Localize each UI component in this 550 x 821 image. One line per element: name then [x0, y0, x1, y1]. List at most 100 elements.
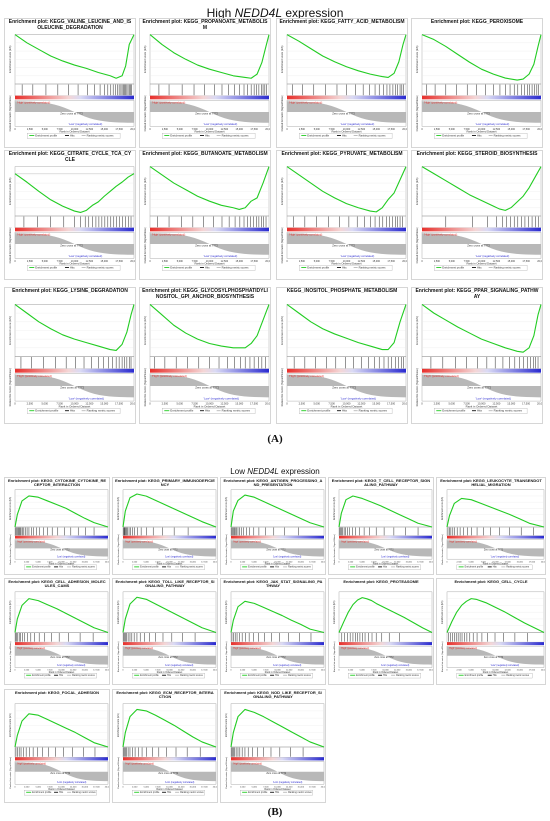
gsea-panel: Enrichment plot: KEGG_PPAR_SIGNALING_PAT…	[411, 287, 543, 424]
legend-profile-label: Enrichment profile	[35, 133, 57, 137]
metric-axis-label: Ranked list metric (Signal2Noise)	[441, 534, 444, 565]
x-tick-label: 20,000	[130, 402, 136, 406]
metric-axis-label: Ranked list metric (Signal2Noise)	[143, 368, 147, 406]
gsea-panel: Enrichment plot: KEGG_LYSINE_DEGRADATION…	[4, 287, 136, 424]
hits-frame	[446, 632, 545, 643]
x-tick-label: 7,500	[481, 670, 487, 672]
ranking-metric-area	[150, 374, 269, 398]
x-tick-label: 15,000	[236, 260, 244, 263]
x-tick-label: 20,000	[402, 402, 408, 406]
rank-gradient-band	[150, 95, 269, 100]
enrichment-plot-svg: 'High' (positively correlated) Zero cross…	[9, 703, 109, 796]
x-axis-label: Rank in Ordered Dataset	[59, 262, 89, 266]
legend-metric-label: Ranking metric scores	[396, 674, 420, 677]
x-tick-label: 2,500	[299, 402, 306, 406]
x-tick-label: 17,500	[309, 561, 316, 563]
enrichment-profile-line	[122, 596, 217, 634]
ranking-metric-area	[231, 762, 324, 782]
enrichment-profile-line	[421, 166, 542, 211]
x-axis-label: Rank in Ordered Dataset	[156, 788, 183, 791]
x-axis-label: Rank in Ordered Dataset	[48, 788, 75, 791]
x-axis-label: Rank in Ordered Dataset	[265, 671, 291, 674]
positive-correlation-label: 'High' (positively correlated)	[449, 647, 477, 650]
metric-axis-label: Ranked list metric (Signal2Noise)	[416, 95, 419, 131]
x-tick-label: 10,000	[343, 402, 351, 406]
positive-correlation-label: 'High' (positively correlated)	[152, 233, 185, 237]
x-axis-label: Rank in Ordered Dataset	[59, 405, 91, 409]
x-tick-label: 5,000	[252, 786, 258, 788]
negative-correlation-label: 'Low' (negatively correlated)	[381, 556, 410, 559]
legend-hits-label: Hits	[342, 133, 347, 137]
x-axis-label: Rank in Ordered Dataset	[157, 671, 183, 674]
enrichment-plot-svg: 'High' (positively correlated) Zero cross…	[225, 489, 325, 570]
x-tick-label: 17,500	[309, 786, 316, 788]
x-tick-label: 7,500	[481, 561, 487, 563]
negative-correlation-label: 'Low' (negatively correlated)	[476, 122, 510, 126]
gsea-panel: Enrichment plot: KEGG_JAK_STAT_SIGNALING…	[220, 578, 326, 685]
x-axis-label: Rank in Ordered Dataset	[264, 788, 291, 791]
x-tick-label: 12,500	[178, 670, 185, 672]
rank-gradient-band	[15, 757, 108, 761]
zero-cross-label: Zero cross at 7772	[467, 386, 491, 390]
panel-title: Enrichment plot: KEGG_BUTANOATE_METABOLI…	[142, 151, 268, 157]
panel-title: Enrichment plot: KEGG_ECM_RECEPTOR_INTER…	[116, 690, 214, 700]
es-axis-label: Enrichment score (ES)	[117, 600, 120, 623]
enrichment-profile-line	[230, 494, 325, 528]
x-axis-label: Rank in Ordered Dataset	[331, 130, 361, 134]
legend-box	[27, 265, 121, 271]
x-axis-label: Rank in Ordered Dataset	[59, 130, 89, 134]
x-tick-label: 10,000	[478, 260, 486, 263]
x-tick-label: 5,000	[314, 128, 321, 131]
x-tick-label: 5,000	[469, 561, 475, 563]
legend-metric-label: Ranking metric scores	[396, 566, 420, 569]
es-axis-label: Enrichment score (ES)	[280, 178, 284, 205]
x-tick-label: 10,000	[206, 260, 214, 263]
x-tick-label: 12,500	[178, 561, 185, 563]
panel-title: Enrichment plot: KEGG_FATTY_ACID_METABOL…	[279, 19, 405, 25]
x-tick-label: 2,500	[434, 260, 441, 263]
rank-gradient-band	[339, 535, 432, 539]
metric-axis-label: Ranked list metric (Signal2Noise)	[441, 641, 444, 672]
ranking-metric-area	[15, 646, 108, 665]
x-tick-label: 7,500	[329, 128, 336, 131]
legend-profile-label: Enrichment profile	[170, 265, 192, 269]
x-axis-label: Rank in Ordered Dataset	[373, 562, 399, 565]
legend-hits-label: Hits	[70, 409, 75, 413]
negative-correlation-label: 'Low' (negatively correlated)	[57, 664, 86, 667]
legend-box	[434, 133, 528, 139]
x-tick-label: 0	[230, 786, 232, 788]
legend-profile-label: Enrichment profile	[140, 791, 160, 794]
enrichment-profile-line	[14, 303, 135, 351]
enrichment-plot-svg: 'High' (positively correlated) Zero cross…	[143, 34, 270, 139]
gsea-panel: Enrichment plot: KEGG_PEROXISOME 'High' (…	[411, 18, 543, 148]
positive-correlation-label: 'High' (positively correlated)	[17, 101, 50, 105]
legend-hits-label: Hits	[70, 133, 75, 137]
x-tick-label: 17,500	[417, 670, 424, 672]
x-tick-label: 7,500	[464, 128, 471, 131]
positive-correlation-label: 'High' (positively correlated)	[17, 540, 45, 543]
x-tick-label: 7,500	[263, 670, 269, 672]
legend-metric-label: Ranking metric scores	[359, 265, 387, 269]
negative-correlation-label: 'Low' (negatively correlated)	[491, 556, 520, 559]
x-tick-label: 0	[122, 670, 124, 672]
x-tick-label: 7,500	[47, 670, 53, 672]
ranking-metric-area	[287, 101, 406, 123]
enrichment-profile-line	[421, 34, 542, 81]
legend-box	[434, 265, 528, 271]
x-tick-label: 15,000	[517, 561, 524, 563]
metric-axis-label: Ranked list metric (Signal2Noise)	[144, 227, 147, 263]
x-tick-label: 17,500	[93, 561, 100, 563]
x-tick-label: 12,500	[358, 128, 366, 131]
x-tick-label: 2,500	[162, 128, 169, 131]
x-tick-label: 5,000	[42, 402, 49, 406]
x-tick-label: 2,500	[240, 786, 246, 788]
gsea-panel: Enrichment plot: KEGG_CYTOKINE_CYTOKINE_…	[4, 477, 110, 575]
positive-correlation-label: 'High' (positively correlated)	[449, 540, 477, 543]
enrichment-profile-line	[14, 495, 109, 528]
negative-correlation-label: 'Low' (negatively correlated)	[491, 664, 520, 667]
panel-title: Enrichment plot: KEGG_CYTOKINE_CYTOKINE_…	[7, 478, 107, 488]
enrichment-profile-line	[286, 166, 407, 213]
x-tick-label: 5,000	[360, 670, 366, 672]
enrichment-profile-line	[122, 708, 217, 748]
x-tick-label: 15,000	[190, 670, 197, 672]
